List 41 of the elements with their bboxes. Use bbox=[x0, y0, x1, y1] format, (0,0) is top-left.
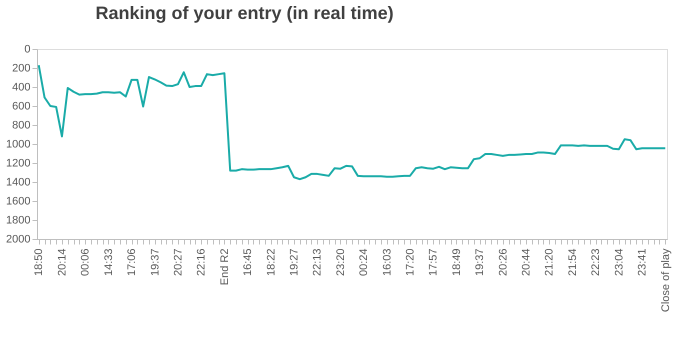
y-tick-label: 200 bbox=[12, 62, 30, 74]
x-tick-label: 17:57 bbox=[428, 248, 440, 276]
y-tick-label: 800 bbox=[12, 120, 30, 132]
x-tick-label: 23:04 bbox=[613, 248, 626, 276]
x-tick-label: 14:33 bbox=[102, 248, 115, 276]
chart-title: Ranking of your entry (in real time) bbox=[96, 3, 394, 23]
x-tick-label: 00:06 bbox=[80, 248, 92, 276]
x-tick-label: 22:16 bbox=[196, 248, 208, 276]
x-tick-label: 22:23 bbox=[590, 248, 602, 276]
y-tick-label: 400 bbox=[12, 82, 30, 94]
x-tick-label: 23:41 bbox=[636, 248, 649, 276]
y-tick-label: 1800 bbox=[6, 214, 30, 226]
x-tick-label: 20:14 bbox=[56, 248, 68, 276]
x-tick-label: Close of play bbox=[660, 248, 672, 312]
x-tick-label: 16:03 bbox=[381, 248, 394, 276]
x-tick-label: 22:13 bbox=[312, 248, 324, 276]
x-tick-label: 20:26 bbox=[497, 248, 510, 276]
y-tick-label: 0 bbox=[24, 44, 30, 56]
y-tick-label: 600 bbox=[12, 100, 30, 112]
y-tick-label: 1200 bbox=[6, 158, 30, 170]
x-tick-label: 00:24 bbox=[358, 248, 370, 276]
x-tick-label: 16:45 bbox=[242, 248, 254, 276]
y-tick-label: 1000 bbox=[6, 138, 30, 150]
y-tick-label: 1600 bbox=[6, 196, 30, 208]
x-tick-label: 17:06 bbox=[126, 248, 138, 276]
x-tick-label: 19:27 bbox=[288, 248, 300, 276]
y-tick-label: 1400 bbox=[6, 176, 30, 188]
x-tick-label: 21:20 bbox=[544, 248, 556, 276]
x-tick-label: 18:49 bbox=[450, 248, 463, 276]
x-tick-label: 17:20 bbox=[404, 248, 417, 276]
line-series bbox=[38, 64, 666, 180]
x-tick-label: 18:50 bbox=[33, 248, 46, 276]
x-tick-label: 20:27 bbox=[172, 248, 184, 276]
x-tick-label: 19:37 bbox=[474, 248, 486, 276]
x-tick-label: 18:22 bbox=[265, 248, 278, 276]
x-tick-label: 19:37 bbox=[149, 248, 162, 276]
x-tick-label: 21:54 bbox=[566, 248, 579, 276]
x-tick-label: 20:44 bbox=[520, 248, 533, 276]
y-tick-label: 2000 bbox=[6, 234, 30, 246]
x-tick-label: 23:20 bbox=[334, 248, 347, 276]
x-tick-label: End R2 bbox=[218, 248, 231, 286]
